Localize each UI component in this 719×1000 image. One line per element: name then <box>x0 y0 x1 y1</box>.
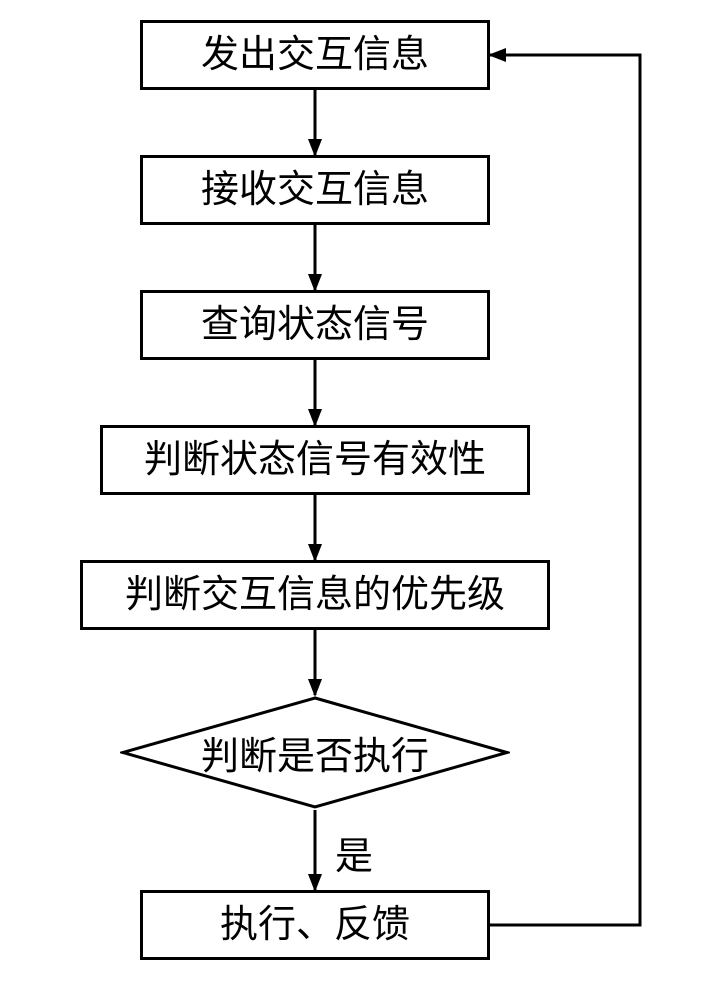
flowchart-canvas: 发出交互信息 接收交互信息 查询状态信号 判断状态信号有效性 判断交互信息的优先… <box>0 0 719 1000</box>
node-label: 执行、反馈 <box>220 906 410 944</box>
node-label: 发出交互信息 <box>201 36 429 74</box>
node-judge-status-validity: 判断状态信号有效性 <box>100 425 530 495</box>
node-decide-execute: 判断是否执行 <box>120 695 510 810</box>
node-label: 查询状态信号 <box>201 306 429 344</box>
node-label: 接收交互信息 <box>201 171 429 209</box>
node-label: 判断交互信息的优先级 <box>125 576 505 614</box>
node-label: 判断状态信号有效性 <box>144 441 486 479</box>
edge-label-yes: 是 <box>335 825 373 880</box>
node-label: 判断是否执行 <box>201 725 429 780</box>
node-query-status-signal: 查询状态信号 <box>140 290 490 360</box>
node-send-interaction-info: 发出交互信息 <box>140 20 490 90</box>
node-judge-priority: 判断交互信息的优先级 <box>80 560 550 630</box>
node-execute-feedback: 执行、反馈 <box>140 890 490 960</box>
node-receive-interaction-info: 接收交互信息 <box>140 155 490 225</box>
